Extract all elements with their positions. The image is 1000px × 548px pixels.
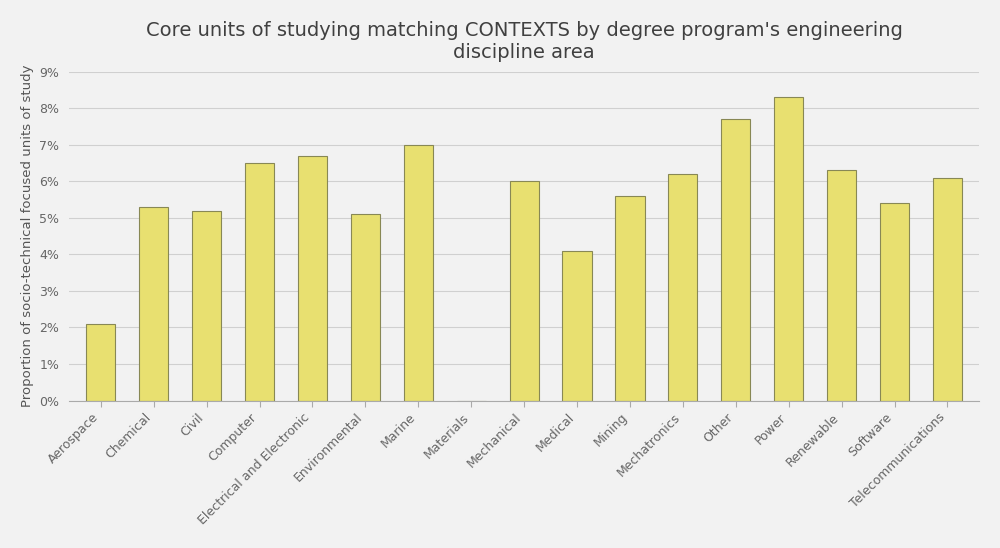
Bar [351,214,380,401]
Bar [139,207,168,401]
Bar [721,119,750,401]
Bar [86,324,115,401]
Bar [192,210,221,401]
Bar [298,156,327,401]
Bar [668,174,697,401]
Bar [245,163,274,401]
Bar [933,178,962,401]
Bar [404,145,433,401]
Bar [615,196,645,401]
Bar [510,181,539,401]
Y-axis label: Proportion of socio-technical focused units of study: Proportion of socio-technical focused un… [21,65,34,407]
Bar [880,203,909,401]
Bar [827,170,856,401]
Bar [562,251,592,401]
Title: Core units of studying matching CONTEXTS by degree program's engineering
discipl: Core units of studying matching CONTEXTS… [146,21,903,62]
Bar [774,98,803,401]
